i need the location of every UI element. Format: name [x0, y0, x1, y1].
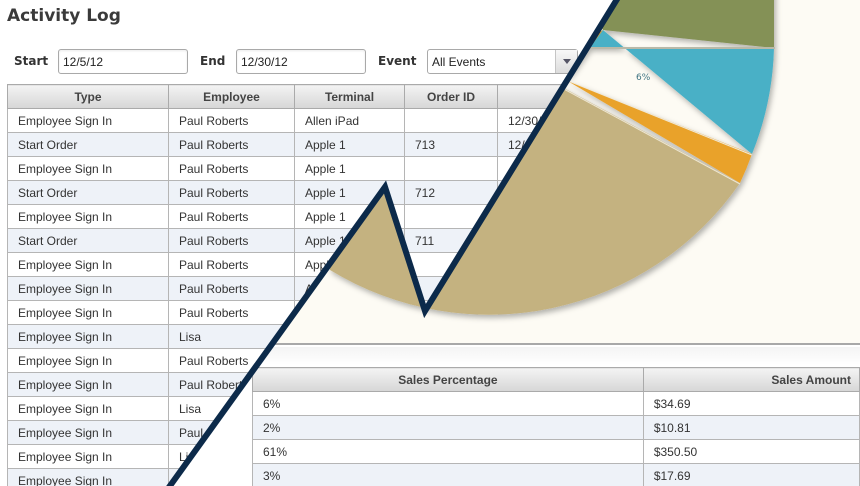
cell-employee: Paul Roberts [168, 252, 295, 277]
cell-employee: Paul Roberts [168, 204, 295, 229]
end-label: End [200, 54, 226, 68]
cell-type: Employee Sign In [7, 372, 169, 397]
cell-type: Employee Sign In [7, 300, 169, 325]
cell-employee: Paul Roberts [168, 300, 295, 325]
cell-type: Employee Sign In [7, 396, 169, 421]
cell-sales-percentage: 2% [252, 415, 644, 440]
cell-sales-amount: $17.69 [642, 463, 860, 486]
pie-label-6: 6% [636, 73, 651, 83]
table-header-row: Type Employee Terminal Order ID [7, 84, 618, 109]
column-header-type[interactable]: Type [7, 84, 169, 109]
end-date-input[interactable]: 12/30/12 [236, 49, 366, 74]
cell-type: Employee Sign In [7, 348, 169, 373]
sales-table: Sales Percentage Sales Amount 6% $34.69 2%… [252, 367, 860, 486]
table-header-row: Sales Percentage Sales Amount [252, 367, 860, 392]
column-header-terminal[interactable]: Terminal [294, 84, 405, 109]
cell-type: Employee Sign In [7, 468, 169, 486]
start-label: Start [14, 54, 49, 68]
cell-order-id: 712 [404, 180, 498, 205]
cell-order-id: 713 [404, 132, 498, 157]
table-row[interactable]: 2% $10.81 [252, 415, 860, 440]
cell-type: Employee Sign In [7, 108, 169, 133]
cell-type: Employee Sign In [7, 420, 169, 445]
table-row[interactable]: 6% $34.69 [252, 391, 860, 416]
table-row[interactable]: 3% $17.69 [252, 463, 860, 486]
event-label: Event [378, 54, 417, 68]
cell-type: Employee Sign In [7, 252, 169, 277]
cell-type: Start Order [7, 132, 169, 157]
cell-sales-amount: $350.50 [642, 439, 860, 464]
table-row[interactable]: Employee Sign In Paul Roberts Allen iPad 12… [7, 108, 618, 133]
event-select-value: All Events [432, 55, 486, 69]
cell-type: Employee Sign In [7, 276, 169, 301]
event-select[interactable]: All Events [427, 49, 578, 74]
cell-employee: Paul Roberts [168, 228, 295, 253]
cell-employee: Paul Roberts [168, 180, 295, 205]
cell-employee: Paul Roberts [168, 156, 295, 181]
cell-terminal: Allen iPad [294, 108, 405, 133]
column-header-sales-amount[interactable]: Sales Amount [642, 367, 860, 392]
column-header-employee[interactable]: Employee [168, 84, 295, 109]
cell-sales-percentage: 61% [252, 439, 644, 464]
pie-slice-blue[interactable] [574, 30, 774, 154]
cell-type: Employee Sign In [7, 156, 169, 181]
cell-type: Employee Sign In [7, 324, 169, 349]
table-row[interactable]: 61% $350.50 [252, 439, 860, 464]
column-header-order-id[interactable]: Order ID [404, 84, 498, 109]
cell-type: Start Order [7, 180, 169, 205]
cell-order-id [404, 108, 498, 133]
start-date-value: 12/5/12 [63, 55, 104, 69]
cell-order-id [404, 156, 498, 181]
end-date-value: 12/30/12 [241, 55, 288, 69]
event-dropdown-button[interactable] [555, 50, 577, 73]
cell-type: Employee Sign In [7, 204, 169, 229]
start-date-input[interactable]: 12/5/12 [58, 49, 188, 74]
page-title: Activity Log [7, 6, 121, 26]
cell-terminal: Apple 1 [294, 132, 405, 157]
cell-employee: Paul Roberts [168, 276, 295, 301]
column-header-sales-percentage[interactable]: Sales Percentage [252, 367, 644, 392]
cell-type: Employee Sign In [7, 444, 169, 469]
cell-employee: Paul Roberts [168, 132, 295, 157]
cell-sales-percentage: 3% [252, 463, 644, 486]
chevron-down-icon [563, 59, 571, 64]
cell-sales-percentage: 6% [252, 391, 644, 416]
cell-employee: Paul Roberts [168, 108, 295, 133]
cell-sales-amount: $34.69 [642, 391, 860, 416]
cell-terminal: Apple 1 [294, 156, 405, 181]
cell-type: Start Order [7, 228, 169, 253]
cell-sales-amount: $10.81 [642, 415, 860, 440]
